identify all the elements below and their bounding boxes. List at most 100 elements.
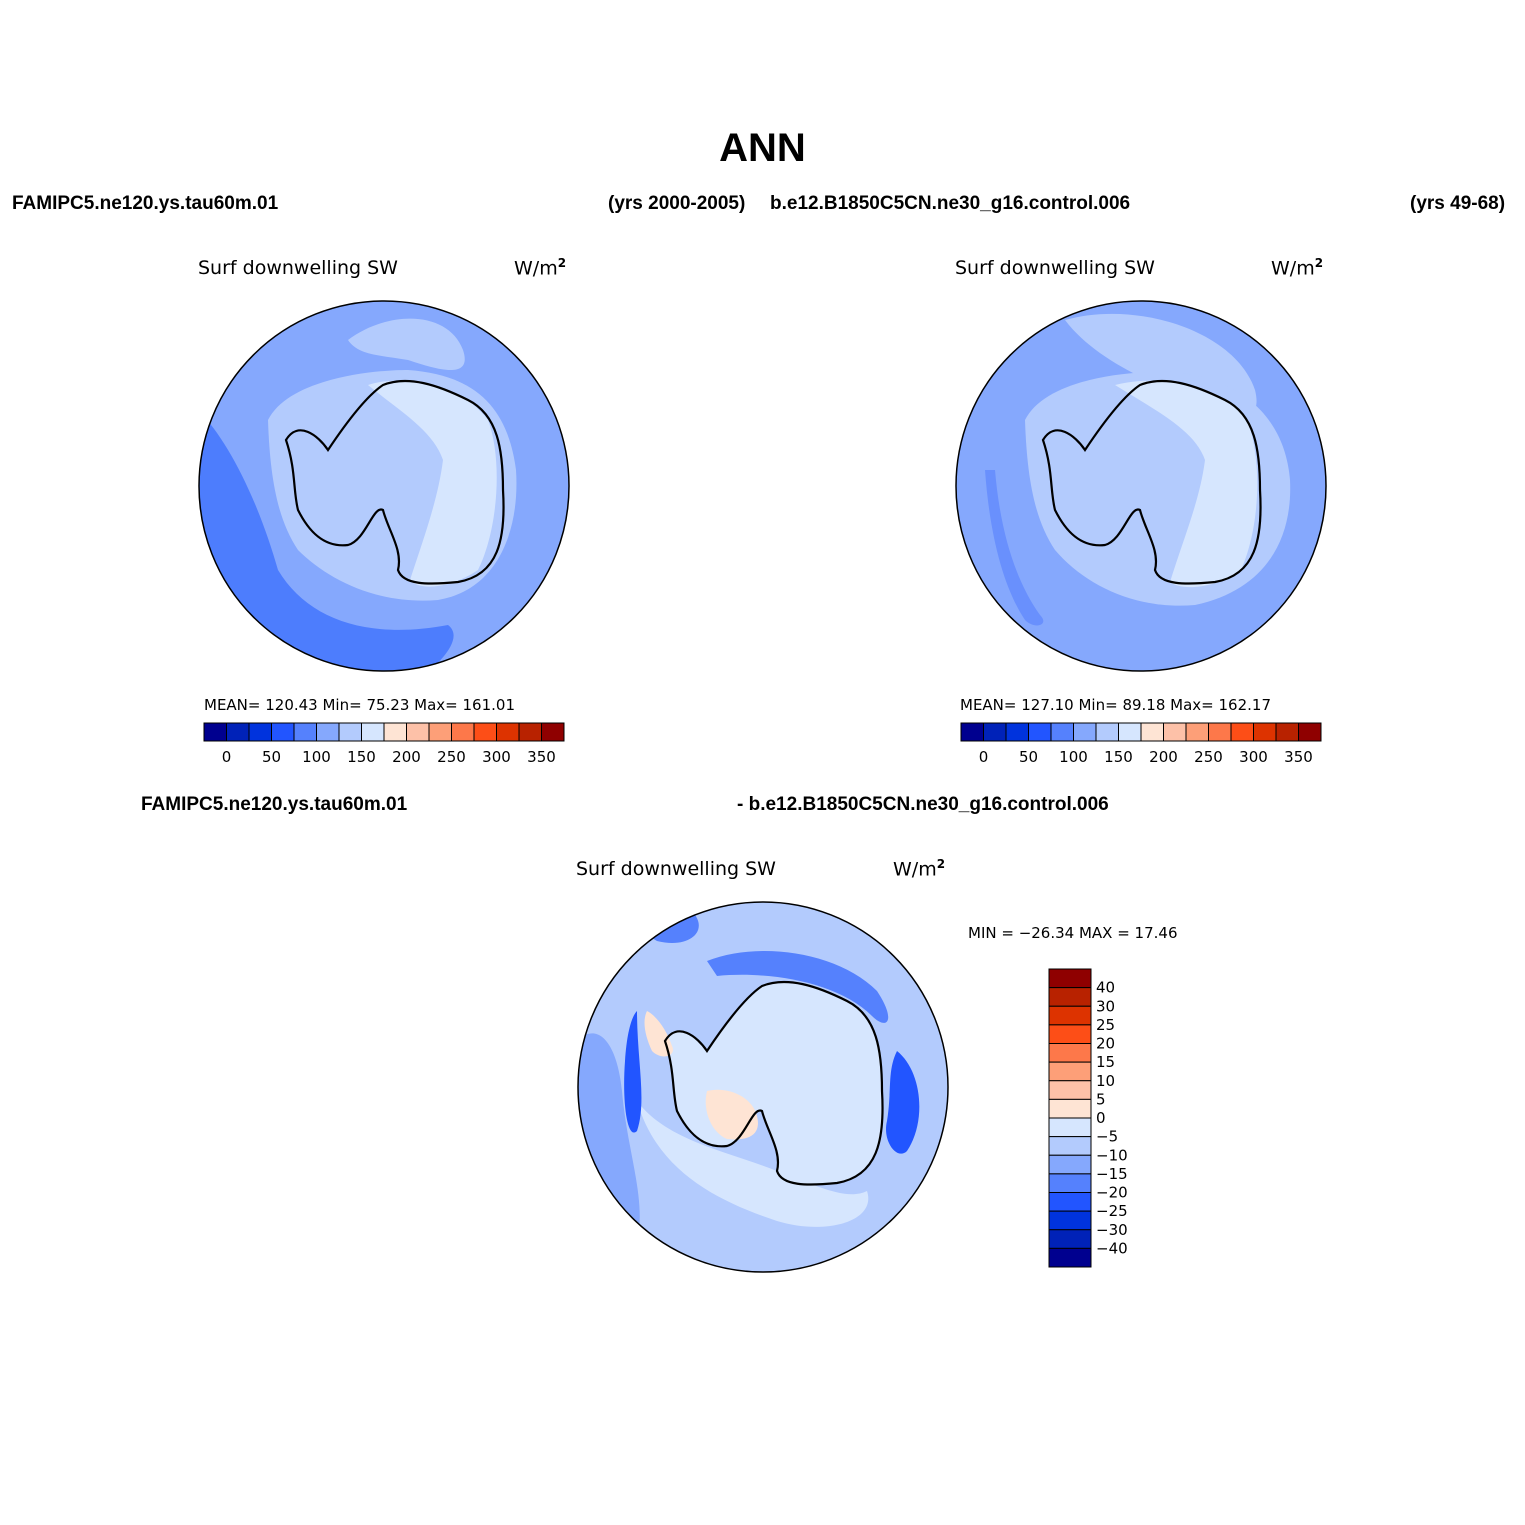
colorbar-b-tick-label-4: 200 [1149,748,1178,766]
colorbar-diff-swatch-10 [1048,1061,1092,1082]
colorbar-diff-swatch-6 [1048,1136,1092,1156]
panel-a-unit: W/m2 [514,256,566,279]
colorbar-b-swatch-15 [1298,722,1322,742]
colorbar-b-tick-label-1: 50 [1019,748,1038,766]
colorbar-b-tick-label-7: 350 [1284,748,1313,766]
diff-case-b-name: - b.e12.B1850C5CN.ne30_g16.control.006 [737,794,1109,815]
colorbar-a-swatch-12 [473,722,497,742]
colorbar-b: 0 50 100 150 200 250 300 350 [960,722,1322,766]
colorbar-a-tick-label-0: 0 [222,748,232,766]
map-b-border [955,300,1327,672]
colorbar-a-tick-label-2: 100 [302,748,331,766]
map-b-coastline [1041,379,1262,585]
colorbar-a-swatch-14 [518,722,542,742]
colorbar-diff-tick-label-12: 25 [1096,1016,1115,1034]
case-b-name: b.e12.B1850C5CN.ne30_g16.control.006 [770,193,1131,214]
panel-diff-unit-exp: 2 [936,857,946,871]
colorbar-b-tick-label-3: 150 [1104,748,1133,766]
colorbar-b-swatch-6 [1095,722,1119,742]
colorbar-a-swatch-10 [428,722,452,742]
case-a-name: FAMIPC5.ne120.ys.tau60m.01 [12,193,279,214]
map-a-coastline [284,379,505,585]
panel-a-title: Surf downwelling SW [198,257,398,279]
colorbar-diff-swatch-1 [1048,1229,1092,1249]
map-diff-east-low [886,1051,920,1154]
colorbar-diff-swatch-15 [1048,968,1092,989]
panel-b-unit-base: W/m [1271,257,1315,280]
colorbar-b-swatch-7 [1118,722,1142,742]
colorbar-b-swatch-4 [1050,722,1074,742]
colorbar-diff-tick-label-3: −20 [1096,1184,1128,1202]
colorbar-b-tick-label-6: 300 [1239,748,1268,766]
colorbar-diff-tick-label-10: 15 [1096,1053,1115,1071]
colorbar-diff-swatch-4 [1048,1173,1092,1193]
map-diff-south-pale [637,1101,869,1227]
colorbar-diff-swatch-2 [1048,1210,1092,1231]
colorbar-a-tick-label-4: 200 [392,748,421,766]
colorbar-diff-tick-label-13: 30 [1096,997,1115,1015]
colorbar-a-tick-label-3: 150 [347,748,376,766]
colorbar-a-swatch-11 [451,722,475,742]
colorbar-a-tick-label-1: 50 [262,748,281,766]
colorbar-diff-tick-label-2: −25 [1096,1202,1128,1220]
colorbar-diff-tick-label-4: −15 [1096,1165,1128,1183]
figure-title: ANN [719,126,806,170]
map-a-low-region [199,410,454,671]
colorbar-b-swatch-14 [1275,722,1299,742]
colorbar-a-swatch-9 [406,722,430,742]
colorbar-diff-swatch-0 [1048,1247,1092,1268]
map-a-land-high [368,380,497,587]
colorbar-diff-swatch-13 [1048,1005,1092,1026]
colorbar-a-swatch-5 [316,722,340,742]
colorbar-diff-swatch-9 [1048,1080,1092,1100]
colorbar-diff-swatch-7 [1048,1117,1092,1138]
panel-b-unit-exp: 2 [1314,256,1324,270]
colorbar-diff-swatch-12 [1048,1024,1092,1044]
colorbar-b-tick-label-2: 100 [1059,748,1088,766]
colorbar-a-swatch-1 [226,722,250,742]
colorbar-b-swatch-3 [1028,722,1052,742]
polar-map-diff [577,901,949,1273]
colorbar-diff-tick-label-7: 0 [1096,1109,1106,1127]
colorbar-a-swatch-7 [361,722,385,742]
colorbar-b-swatch-1 [983,722,1007,742]
panel-a-stats: MEAN= 120.43 Min= 75.23 Max= 161.01 [204,696,515,714]
colorbar-a-tick-label-7: 350 [527,748,556,766]
case-b-years: (yrs 49-68) [1410,193,1506,214]
colorbar-b-swatch-10 [1185,722,1209,742]
panel-b-title: Surf downwelling SW [955,257,1155,279]
map-diff-ring-low [707,951,889,1023]
colorbar-b-tick-label-5: 250 [1194,748,1223,766]
colorbar-diff-tick-label-14: 40 [1096,979,1115,997]
colorbar-a-swatch-3 [271,722,295,742]
colorbar-a-swatch-6 [338,722,362,742]
colorbar-a-tick-label-5: 250 [437,748,466,766]
colorbar-b-swatch-5 [1073,722,1097,742]
colorbar-b-tick-label-0: 0 [979,748,989,766]
colorbar-diff-tick-label-6: −5 [1096,1128,1118,1146]
colorbar-diff-tick-label-11: 20 [1096,1035,1115,1053]
case-a-years: (yrs 2000-2005) [608,193,746,214]
colorbar-a-swatch-8 [383,722,407,742]
panel-diff-unit-base: W/m [893,858,937,881]
colorbar-a-swatch-4 [293,722,317,742]
colorbar-diff-tick-label-9: 10 [1096,1072,1115,1090]
panel-b-stats: MEAN= 127.10 Min= 89.18 Max= 162.17 [960,696,1271,714]
colorbar-a-swatch-0 [203,722,227,742]
map-b-land-high [1115,380,1258,588]
colorbar-diff-tick-label-8: 5 [1096,1090,1106,1108]
panel-a-unit-exp: 2 [557,256,567,270]
map-diff-border [577,901,949,1273]
colorbar-b-swatch-0 [960,722,984,742]
colorbar-a: 0 50 100 150 200 250 300 350 [203,722,565,766]
colorbar-a-tick-label-6: 300 [482,748,511,766]
colorbar-b-swatch-2 [1005,722,1029,742]
colorbar-a-swatch-15 [541,722,565,742]
colorbar-b-swatch-8 [1140,722,1164,742]
colorbar-b-swatch-13 [1253,722,1277,742]
colorbar-b-swatch-11 [1208,722,1232,742]
colorbar-b-swatch-9 [1163,722,1187,742]
panel-diff-stats: MIN = −26.34 MAX = 17.46 [968,924,1178,942]
polar-map-b [955,300,1327,672]
